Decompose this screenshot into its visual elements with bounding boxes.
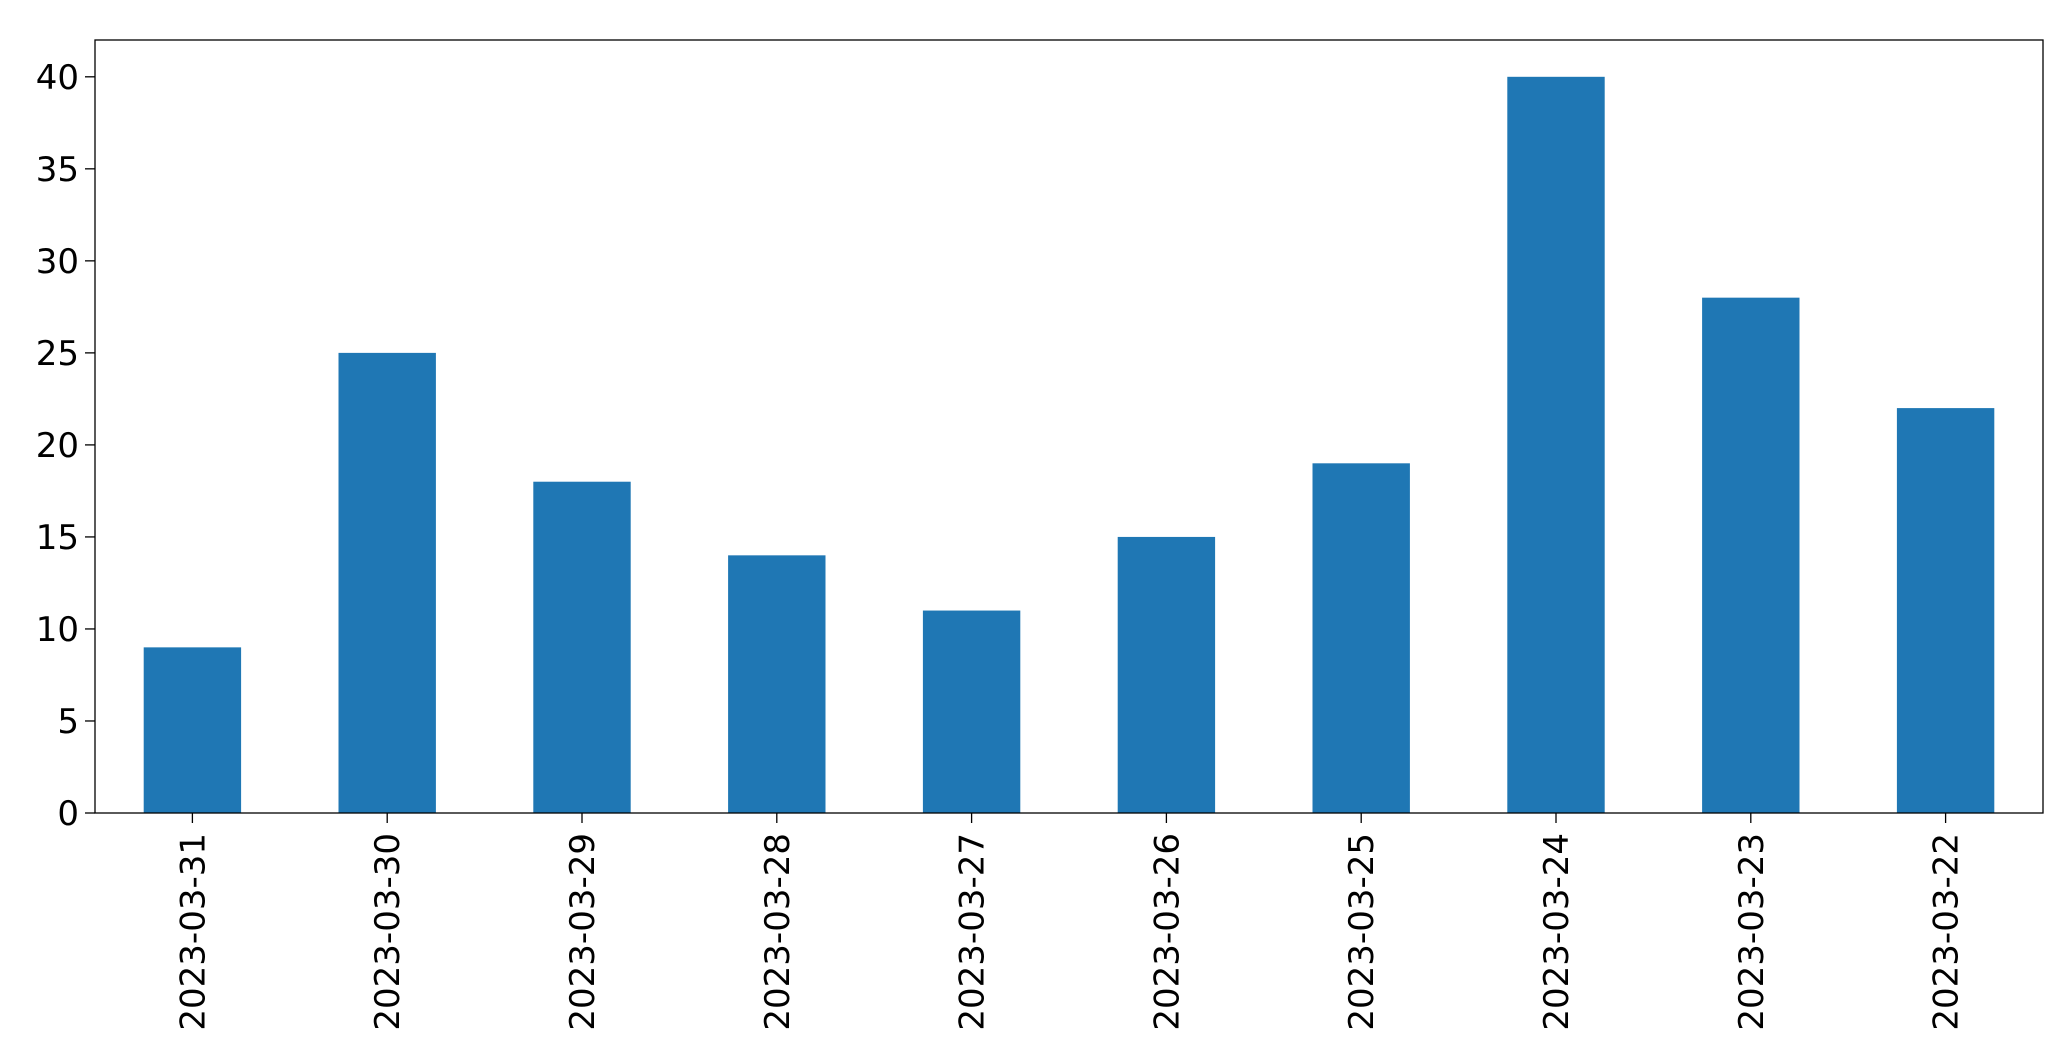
x-tick-label: 2023-03-23	[1732, 833, 1772, 1031]
bar-2023-03-24	[1507, 76, 1605, 814]
bar-2023-03-25	[1312, 463, 1410, 813]
bar-2023-03-29	[533, 481, 631, 813]
bar-2023-03-27	[922, 610, 1021, 813]
bar-2023-03-31	[143, 647, 242, 813]
y-axis: 0 5 10 15 20 25 30 35 40	[36, 58, 95, 834]
bar-2023-03-22	[1896, 408, 1995, 813]
x-tick-label: 2023-03-27	[953, 833, 993, 1031]
x-tick-label: 2023-03-31	[173, 833, 213, 1031]
x-tick-label: 2023-03-29	[563, 833, 603, 1031]
y-tick-label: 30	[36, 242, 79, 282]
x-tick-label: 2023-03-22	[1927, 833, 1967, 1031]
plot-frame	[94, 39, 2044, 814]
y-tick-label: 25	[36, 334, 79, 374]
y-tick-label: 20	[36, 426, 79, 466]
y-tick-label: 40	[36, 58, 79, 98]
x-tick-label: 2023-03-30	[368, 833, 408, 1031]
x-tick-label: 2023-03-25	[1342, 833, 1382, 1031]
x-tick-label: 2023-03-26	[1147, 833, 1187, 1031]
bar-2023-03-30	[338, 352, 436, 813]
bars-layer	[143, 76, 1995, 814]
y-tick-label: 15	[36, 518, 79, 558]
y-tick-label: 35	[36, 150, 79, 190]
x-tick-label: 2023-03-28	[758, 833, 798, 1031]
y-tick-label: 10	[36, 610, 79, 650]
x-axis: 2023-03-31 2023-03-30 2023-03-29 2023-03-28…	[173, 813, 1967, 1031]
x-tick-label: 2023-03-24	[1537, 833, 1577, 1031]
y-tick-label: 5	[57, 702, 79, 742]
bar-2023-03-26	[1117, 536, 1216, 813]
bar-2023-03-28	[728, 555, 826, 813]
bar-2023-03-23	[1702, 297, 1800, 814]
y-tick-label: 0	[57, 794, 79, 834]
